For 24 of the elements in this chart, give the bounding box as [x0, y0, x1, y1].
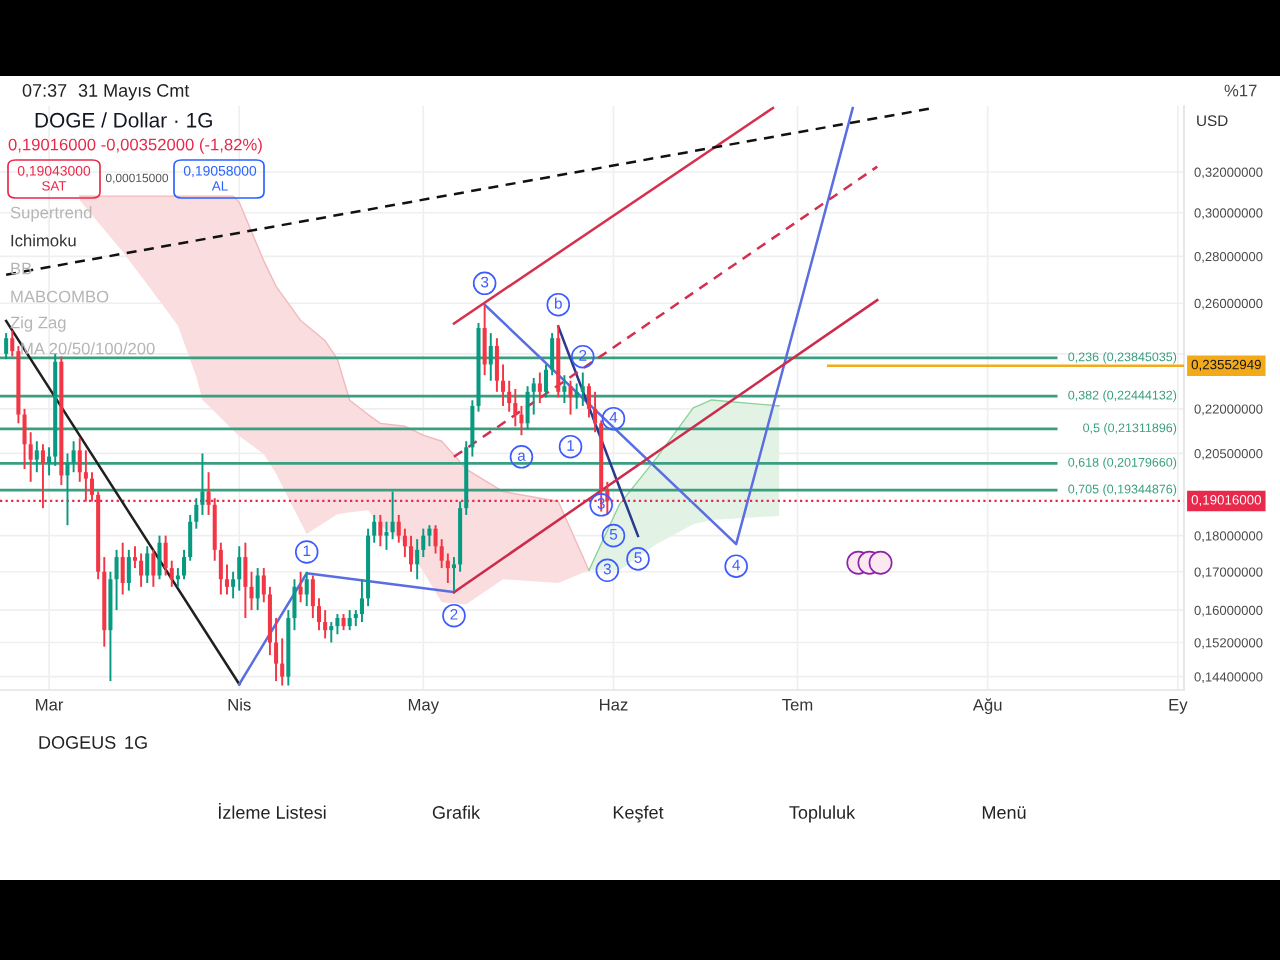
text: Menü — [982, 806, 1026, 819]
text: 1G — [125, 736, 147, 749]
x-tick-label: May — [408, 698, 440, 714]
chart-title: DOGE / Dollar · 1G — [35, 112, 212, 128]
x-tick-label: Ey — [1169, 698, 1188, 714]
annotation: BB — [11, 262, 32, 275]
text: Topluluk — [789, 805, 856, 823]
text: 0,19016000 -0,00352000 (-1,82%) — [8, 138, 262, 154]
annotation: Ichimoku — [11, 234, 76, 247]
text: %17 — [1224, 84, 1257, 97]
text: Grafik — [432, 805, 481, 819]
x-tick-label: Ağu — [972, 698, 1002, 715]
x-tick-label: Tem — [782, 698, 813, 711]
text: 07:37 — [22, 84, 67, 97]
text: İzleme Listesi — [218, 803, 326, 819]
x-tick-label: Haz — [600, 698, 628, 711]
text: DOGEUS — [39, 736, 116, 749]
annotation: Supertrend — [10, 206, 92, 222]
text: Keşfet — [613, 805, 664, 823]
annotation: Zig Zag — [10, 316, 66, 332]
x-tick-label: Nis — [228, 698, 251, 711]
x-tick-label: Mar — [36, 698, 64, 711]
annotation: MABCOMBO — [11, 290, 109, 303]
text: 31 Mayıs Cmt — [78, 84, 190, 101]
